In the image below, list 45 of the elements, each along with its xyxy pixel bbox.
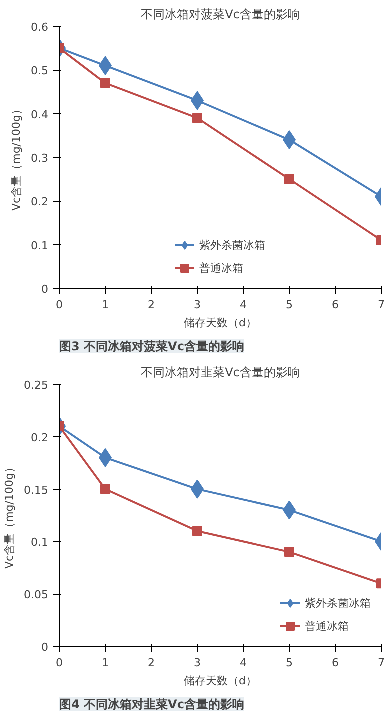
x-tick-label: 6 xyxy=(332,298,339,312)
x-tick-label: 6 xyxy=(332,656,339,670)
y-tick-label: 0.25 xyxy=(24,379,49,392)
caption: 图4 不同冰箱对韭菜Vc含量的影响 xyxy=(60,698,244,712)
x-axis-title: 储存天数（d） xyxy=(184,316,257,330)
legend-label: 紫外杀菌冰箱 xyxy=(305,596,371,610)
y-axis-title: Vc含量（mg/100g） xyxy=(3,462,16,569)
point xyxy=(284,174,294,184)
point xyxy=(192,526,202,536)
caption: 图3 不同冰箱对菠菜Vc含量的影响 xyxy=(60,340,244,354)
x-axis-title: 储存天数（d） xyxy=(184,674,257,688)
x-tick-label: 3 xyxy=(194,656,201,670)
legend-label: 紫外杀菌冰箱 xyxy=(200,238,266,252)
y-tick-label: 0.1 xyxy=(31,536,49,550)
x-tick-label: 2 xyxy=(148,298,155,312)
y-tick-label: 0.15 xyxy=(24,484,49,497)
legend-label: 普通冰箱 xyxy=(305,618,349,634)
y-tick-label: 0.4 xyxy=(31,108,49,122)
y-tick-label: 0.3 xyxy=(31,152,49,165)
y-tick-label: 0.05 xyxy=(24,588,49,602)
y-tick-label: 0.1 xyxy=(31,239,49,252)
legend-label: 普通冰箱 xyxy=(200,260,244,276)
x-tick-label: 0 xyxy=(56,298,63,312)
y-tick-label: 0.2 xyxy=(31,431,49,444)
x-tick-label: 4 xyxy=(240,298,247,312)
point xyxy=(192,113,202,124)
y-axis-title: Vc含量（mg/100g） xyxy=(10,104,24,211)
x-tick-label: 1 xyxy=(102,656,109,670)
x-tick-label: 5 xyxy=(286,656,293,670)
x-tick-label: 7 xyxy=(378,656,385,670)
x-tick-label: 1 xyxy=(102,298,109,312)
x-tick-label: 4 xyxy=(240,656,247,670)
x-tick-label: 0 xyxy=(56,656,63,670)
y-tick-label: 0 xyxy=(42,283,48,296)
x-tick-label: 5 xyxy=(286,298,293,312)
chart-title: 不同冰箱对菠菜Vc含量的影响 xyxy=(141,8,300,22)
x-tick-label: 3 xyxy=(194,298,201,312)
chart-title: 不同冰箱对韭菜Vc含量的影响 xyxy=(141,366,300,380)
y-tick-label: 0.5 xyxy=(31,64,49,78)
y-tick-label: 0.6 xyxy=(31,21,49,34)
y-tick-label: 0 xyxy=(42,641,48,654)
x-tick-label: 7 xyxy=(378,298,385,312)
point xyxy=(284,547,294,558)
x-tick-label: 2 xyxy=(148,656,155,670)
y-tick-label: 0.2 xyxy=(31,196,49,209)
